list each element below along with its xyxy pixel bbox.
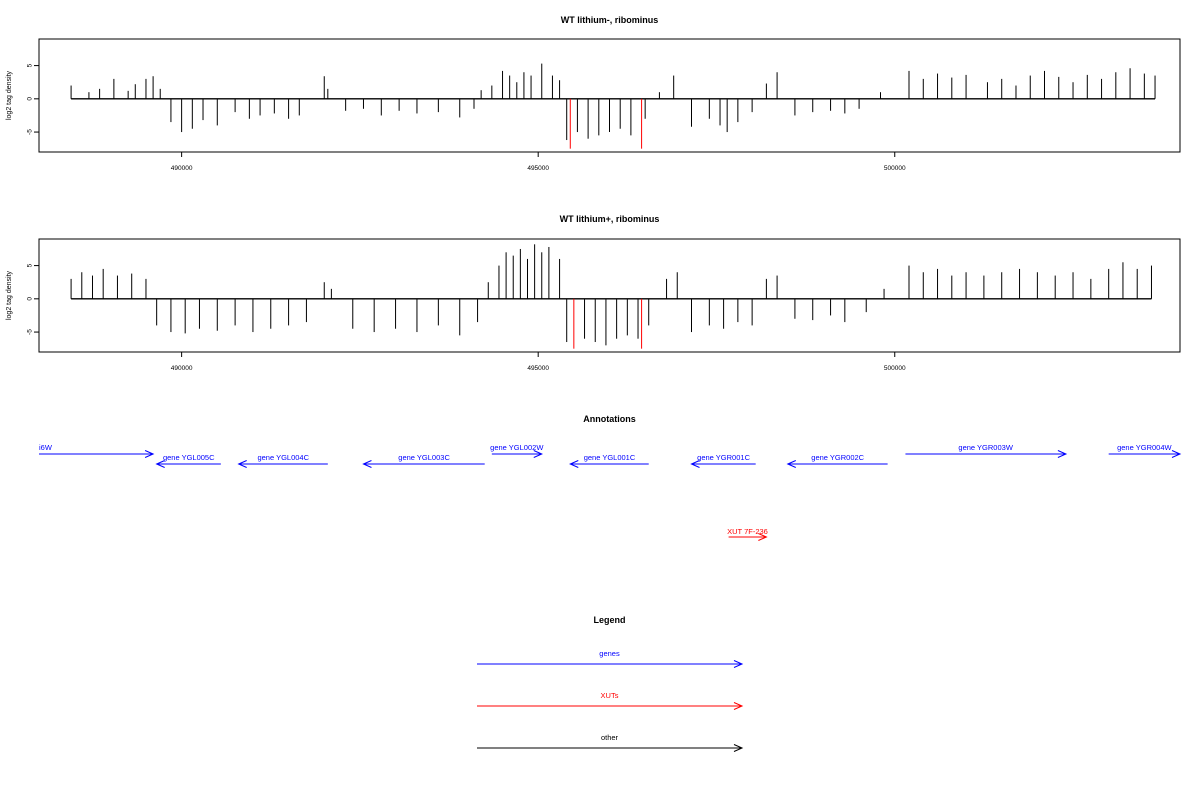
arrow-head [237,460,247,468]
gene-label: gene YGL002W [490,443,544,452]
arrow-head [362,460,372,468]
arrow-head [569,460,579,468]
arrow-head [533,450,544,458]
y-tick-label: 5 [27,263,34,267]
y-tick-label: -5 [27,129,34,135]
arrow-head [155,460,165,468]
xut-label: XUT 7F-236 [727,527,768,536]
gene-label: gene YGR001C [697,453,750,462]
arrow-head [144,450,155,458]
chart-title: WT lithium+, ribominus [560,214,660,224]
gene-arrow [1108,450,1182,458]
legend-item-label: genes [599,649,620,658]
data-bars [70,244,1152,349]
plot-frame [38,238,1181,353]
arrow-head [758,533,768,541]
gene-label: gene YGL003C [398,453,450,462]
x-tick-label: 500000 [884,365,906,372]
gene-label: gene YGL005C [163,453,215,462]
x-axis: 490000 495000 500000 [171,152,906,172]
panel-lithium-plus: WT lithium+, ribominus -5 0 5 log2 tag densi… [6,214,1181,372]
legend-panel: Legend genes XUTs other [477,615,744,752]
annotations-panel: Annotations i6W gene YGL005C gene YGL004C ge… [39,414,1182,541]
xut-arrow [728,533,768,541]
arrow-head [690,460,700,468]
x-tick-label: 490000 [171,165,193,172]
gene-arrow [786,460,888,468]
gene-arrow [39,450,155,458]
y-tick-label: -5 [27,329,34,335]
annotations-title: Annotations [583,414,636,424]
chart-title: WT lithium-, ribominus [561,15,659,25]
y-axis: -5 0 5 log2 tag density [6,63,39,135]
x-tick-label: 495000 [527,365,549,372]
y-axis-label: log2 tag density [6,70,13,120]
arrow-head [733,660,744,668]
x-tick-label: 490000 [171,365,193,372]
gene-label: gene YGL001C [584,453,636,462]
legend-item-label: other [601,733,619,742]
arrow-head [733,744,744,752]
arrow-head [733,702,744,710]
y-tick-label: 5 [27,63,34,67]
x-axis: 490000 495000 500000 [171,352,906,372]
gene-arrow [155,460,221,468]
plot-frame [38,38,1181,153]
gene-arrow [569,460,649,468]
panel-lithium-minus: WT lithium-, ribominus -5 0 5 log2 tag densi… [6,15,1181,172]
gene-label: gene YGR004W [1117,443,1172,452]
gene-arrow [905,450,1068,458]
gene-label: gene YGL004C [257,453,309,462]
legend-arrow [477,702,744,710]
legend-title: Legend [593,615,625,625]
legend-item-label: XUTs [601,691,619,700]
gene-label: gene YGR002C [811,453,864,462]
arrow-head [1057,450,1068,458]
arrow-head [1171,450,1182,458]
gene-arrow [491,450,544,458]
y-tick-label: 0 [27,297,34,301]
x-tick-label: 500000 [884,165,906,172]
gene-arrow [690,460,756,468]
legend-arrow [477,660,744,668]
y-axis-label: log2 tag density [6,270,13,320]
arrow-head [786,460,796,468]
gene-label: i6W [39,443,53,452]
data-bars [70,63,1156,149]
gene-label: gene YGR003W [958,443,1013,452]
x-tick-label: 495000 [527,165,549,172]
y-axis: -5 0 5 log2 tag density [6,263,39,335]
legend-arrow [477,744,744,752]
gene-arrow [237,460,328,468]
y-tick-label: 0 [27,97,34,101]
gene-arrow [362,460,485,468]
